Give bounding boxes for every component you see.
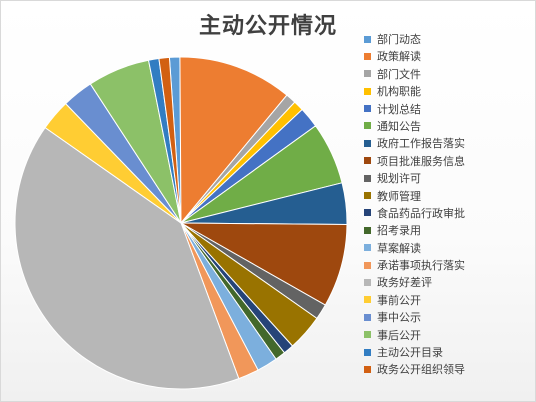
legend-item: 教师管理 — [364, 188, 534, 205]
legend-item: 计划总结 — [364, 101, 534, 118]
legend-label: 事中公示 — [377, 311, 421, 325]
legend-label: 通知公告 — [377, 119, 421, 133]
legend-label: 计划总结 — [377, 102, 421, 116]
legend-item: 规划许可 — [364, 170, 534, 187]
legend-item: 部门文件 — [364, 66, 534, 83]
legend-swatch — [364, 70, 371, 78]
pie-slice — [179, 56, 288, 225]
legend-label: 招考录用 — [377, 224, 421, 238]
legend: 部门动态政策解读部门文件机构职能计划总结通知公告政府工作报告落实 项目批准服务信息… — [364, 31, 534, 379]
legend-swatch — [364, 87, 371, 95]
legend-label: 部门文件 — [377, 67, 421, 81]
legend-label: 部门动态 — [377, 33, 421, 46]
legend-swatch — [364, 278, 371, 286]
legend-item: 通知公告 — [364, 118, 534, 135]
legend-item: 主动公开目录 — [364, 344, 534, 361]
legend-item: 承诺事项执行落实 — [364, 257, 534, 274]
legend-swatch — [364, 192, 371, 200]
legend-item: 政府工作报告落实 — [364, 135, 534, 152]
legend-item: 政策解读 — [364, 48, 534, 65]
legend-swatch — [364, 313, 371, 321]
legend-item: 事中公示 — [364, 309, 534, 326]
legend-item: 机构职能 — [364, 83, 534, 100]
legend-swatch — [364, 122, 371, 130]
legend-item: 政务好差评 — [364, 274, 534, 291]
legend-swatch — [364, 244, 371, 252]
legend-label: 政务公开组织领导 — [377, 363, 465, 377]
legend-item: 事后公开 — [364, 327, 534, 344]
legend-swatch — [364, 209, 371, 217]
legend-swatch — [364, 331, 371, 339]
legend-label: 草案解读 — [377, 241, 421, 255]
pie-slice — [158, 56, 182, 224]
legend-swatch — [364, 105, 371, 113]
legend-label: 主动公开目录 — [377, 346, 443, 360]
legend-label: 事后公开 — [377, 328, 421, 342]
legend-label: 食品药品行政审批 — [377, 206, 465, 220]
legend-swatch — [364, 365, 371, 373]
legend-label: 政策解读 — [377, 50, 421, 64]
legend-label: 机构职能 — [377, 85, 421, 99]
legend-item: 事前公开 — [364, 292, 534, 309]
legend-label: 事前公开 — [377, 293, 421, 307]
legend-item: 食品药品行政审批 — [364, 205, 534, 222]
legend-swatch — [364, 261, 371, 269]
legend-label: 项目批准服务信息 — [377, 154, 465, 168]
legend-item: 招考录用 — [364, 222, 534, 239]
legend-swatch — [364, 226, 371, 234]
pie-slice — [14, 126, 240, 390]
legend-swatch — [364, 296, 371, 304]
legend-swatch — [364, 348, 371, 356]
legend-label: 政府工作报告落实 — [377, 137, 465, 151]
legend-label: 政务好差评 — [377, 276, 432, 290]
legend-item: 项目批准服务信息 — [364, 153, 534, 170]
legend-swatch — [364, 35, 371, 43]
legend-item: 部门动态 — [364, 31, 534, 48]
legend-item: 草案解读 — [364, 240, 534, 257]
legend-label: 规划许可 — [377, 172, 421, 186]
legend-swatch — [364, 139, 371, 147]
legend-swatch — [364, 52, 371, 60]
legend-swatch — [364, 174, 371, 182]
legend-label: 承诺事项执行落实 — [377, 259, 465, 273]
legend-label: 教师管理 — [377, 189, 421, 203]
chart-title: 主动公开情况 — [198, 14, 337, 39]
legend-item: 政务公开组织领导 — [364, 361, 534, 378]
legend-swatch — [364, 157, 371, 165]
